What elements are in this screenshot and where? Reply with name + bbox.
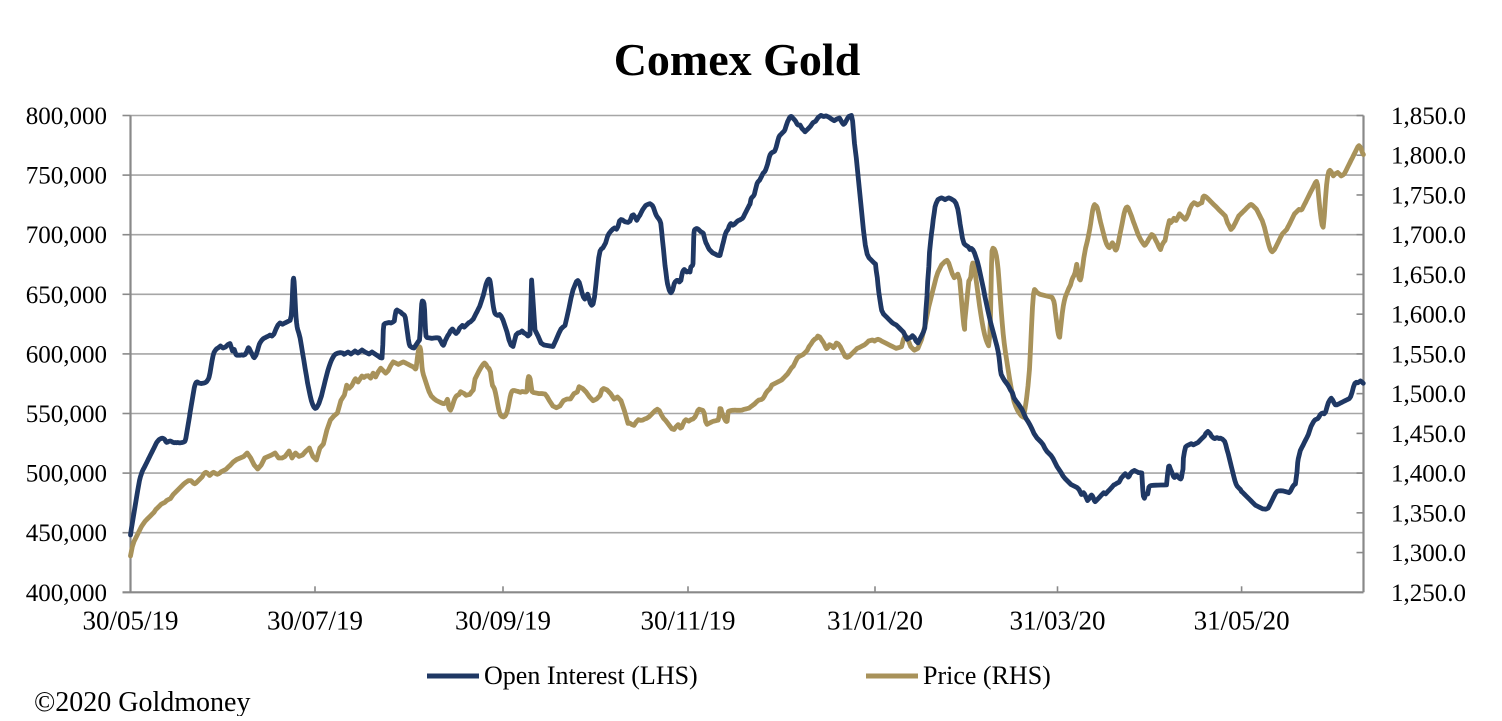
svg-text:30/07/19: 30/07/19	[267, 606, 363, 636]
svg-text:1,250.0: 1,250.0	[1391, 580, 1466, 607]
svg-text:1,850.0: 1,850.0	[1391, 103, 1466, 130]
svg-text:1,450.0: 1,450.0	[1391, 421, 1466, 448]
svg-text:30/09/19: 30/09/19	[455, 606, 551, 636]
svg-text:1,550.0: 1,550.0	[1391, 341, 1466, 368]
svg-text:Price (RHS): Price (RHS)	[923, 661, 1051, 690]
svg-text:650,000: 650,000	[26, 282, 107, 309]
svg-text:1,650.0: 1,650.0	[1391, 262, 1466, 289]
svg-text:Comex Gold: Comex Gold	[614, 34, 861, 85]
svg-text:450,000: 450,000	[26, 520, 107, 547]
svg-text:750,000: 750,000	[26, 163, 107, 190]
svg-text:Open Interest (LHS): Open Interest (LHS)	[484, 661, 698, 690]
svg-text:31/03/20: 31/03/20	[1009, 606, 1105, 636]
svg-text:1,700.0: 1,700.0	[1391, 222, 1466, 249]
svg-text:400,000: 400,000	[26, 580, 107, 607]
svg-text:30/11/19: 30/11/19	[640, 606, 735, 636]
svg-text:©2020 Goldmoney: ©2020 Goldmoney	[34, 687, 250, 716]
svg-text:1,350.0: 1,350.0	[1391, 500, 1466, 527]
svg-text:1,500.0: 1,500.0	[1391, 381, 1466, 408]
svg-text:1,400.0: 1,400.0	[1391, 461, 1466, 488]
svg-text:500,000: 500,000	[26, 461, 107, 488]
svg-text:550,000: 550,000	[26, 401, 107, 428]
svg-text:600,000: 600,000	[26, 341, 107, 368]
svg-text:30/05/19: 30/05/19	[82, 606, 178, 636]
svg-text:1,600.0: 1,600.0	[1391, 302, 1466, 329]
svg-text:1,750.0: 1,750.0	[1391, 183, 1466, 210]
svg-text:800,000: 800,000	[26, 103, 107, 130]
svg-text:700,000: 700,000	[26, 222, 107, 249]
svg-text:1,800.0: 1,800.0	[1391, 143, 1466, 170]
svg-text:1,300.0: 1,300.0	[1391, 540, 1466, 567]
svg-text:31/05/20: 31/05/20	[1194, 606, 1290, 636]
svg-text:31/01/20: 31/01/20	[827, 606, 923, 636]
